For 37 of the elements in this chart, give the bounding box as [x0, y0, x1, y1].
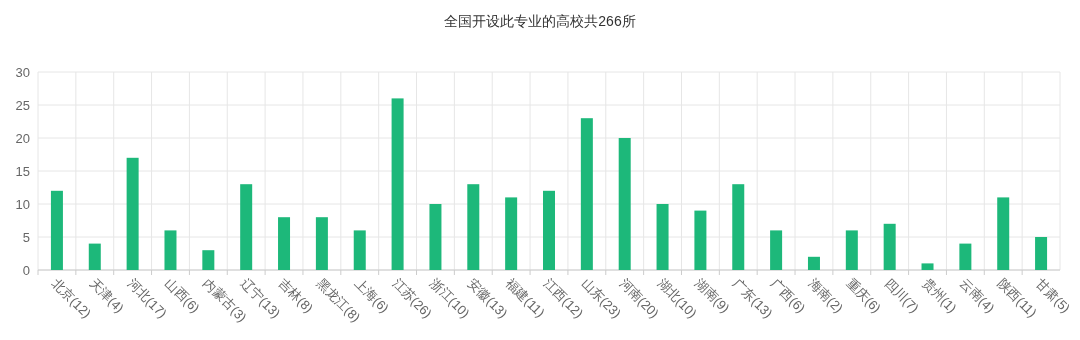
y-tick-label: 30 [15, 65, 30, 80]
bar [353, 230, 366, 270]
bar [50, 190, 63, 270]
bar [921, 263, 934, 270]
bar [1035, 237, 1048, 270]
y-tick-label: 0 [22, 263, 30, 278]
bar [278, 217, 291, 270]
y-tick-label: 10 [15, 197, 30, 212]
bar [694, 210, 707, 270]
x-tick-label: 贵州(1) [919, 275, 960, 316]
bar [391, 98, 404, 270]
y-tick-label: 5 [22, 230, 30, 245]
bar [732, 184, 745, 270]
bar [580, 118, 593, 270]
bar [429, 204, 442, 270]
bar [315, 217, 328, 270]
bar [240, 184, 253, 270]
bar [467, 184, 480, 270]
bar [959, 243, 972, 270]
chart-title: 全国开设此专业的高校共266所 [444, 13, 636, 29]
bar [88, 243, 101, 270]
bar [883, 223, 896, 270]
bar [807, 256, 820, 270]
bar [770, 230, 783, 270]
bar [618, 138, 631, 270]
bar [997, 197, 1010, 270]
bar [164, 230, 177, 270]
bar [505, 197, 518, 270]
x-tick-label: 四川(7) [881, 275, 922, 316]
bar [845, 230, 858, 270]
y-tick-label: 15 [15, 164, 30, 179]
y-tick-label: 25 [15, 98, 30, 113]
bar [202, 250, 215, 270]
bar [126, 157, 139, 270]
bar [543, 190, 555, 270]
bar [656, 204, 669, 270]
y-tick-label: 20 [15, 131, 30, 146]
